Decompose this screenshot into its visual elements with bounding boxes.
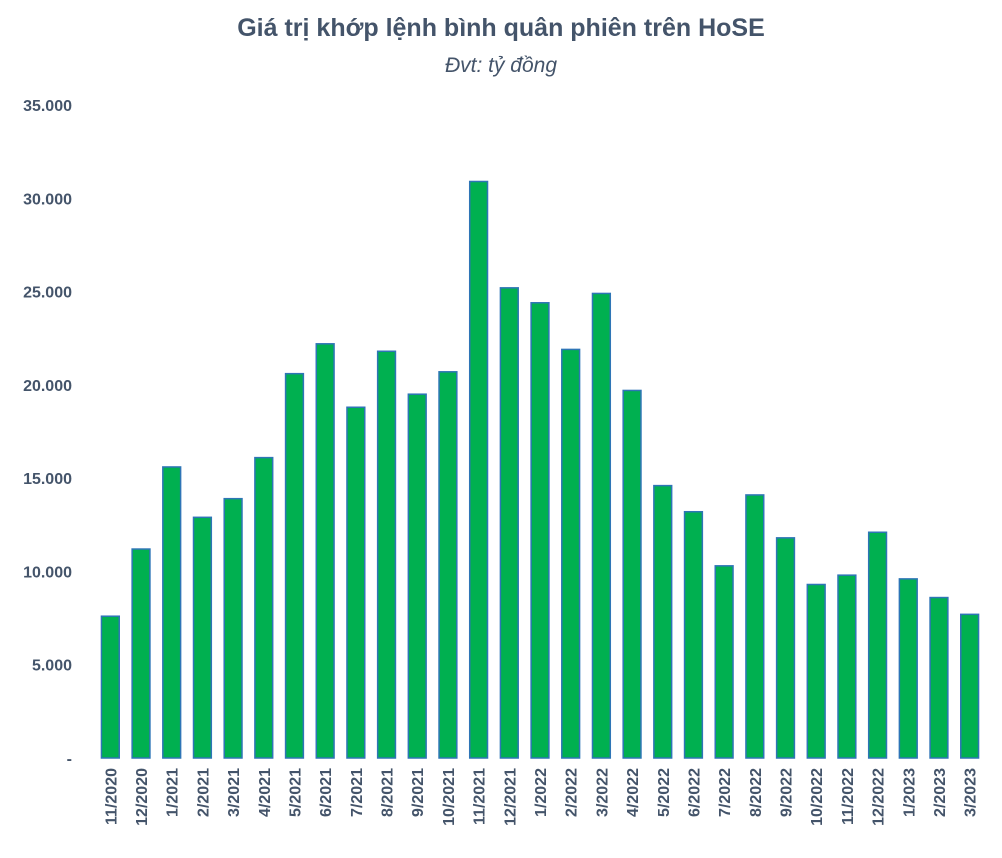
x-tick-label: 7/2022 [717,768,734,817]
x-tick-label: 2/2023 [932,768,949,817]
x-axis: 11/2020 12/2020 1/2021 2/2021 3/2021 4/2021 5/… [103,768,979,826]
y-tick-label: 10.000 [23,564,72,581]
x-tick-label: 1/2021 [165,768,182,817]
y-tick-label: 35.000 [23,98,72,115]
bar-12-2021 [499,287,519,759]
y-tick-label: 30.000 [23,191,72,208]
bar-11-2021 [468,180,489,759]
x-tick-label: 8/2022 [748,768,765,817]
chart-subtitle: Đvt: tỷ đồng [444,54,558,77]
x-tick-label: 2/2022 [564,768,581,817]
chart-title: Giá trị khớp lệnh bình quân phiên trên H… [237,14,765,42]
x-tick-label: 11/2020 [103,768,120,825]
bar-8-2022 [745,494,765,759]
bar-10-2022 [806,583,826,759]
bar-5-2022 [653,484,673,759]
x-tick-label: 10/2022 [809,768,826,826]
bar-9-2022 [775,537,796,759]
x-tick-label: 6/2022 [686,768,703,817]
bar-1-2023 [898,578,918,759]
x-tick-label: 4/2022 [625,768,642,817]
bar-5-2021 [284,372,305,759]
y-tick-label: 15.000 [23,471,72,488]
x-tick-label: 8/2021 [380,768,397,817]
bars [100,180,980,759]
x-tick-label: 10/2021 [441,768,458,826]
y-tick-label: 5.000 [32,658,72,675]
bar-8-2021 [376,350,397,759]
bar-12-2022 [867,531,888,759]
bar-3-2023 [960,613,980,759]
x-tick-label: 12/2022 [871,768,888,826]
x-tick-label: 12/2021 [502,768,519,826]
x-tick-label: 3/2021 [226,768,243,817]
x-tick-label: 12/2020 [134,768,151,826]
bar-2-2023 [929,596,949,759]
y-axis: - 5.000 10.000 15.000 20.000 25.000 30.000 35.0… [23,98,72,768]
bar-12-2020 [131,548,151,759]
bar-2-2021 [192,516,213,759]
bar-9-2021 [407,393,427,759]
bar-4-2021 [254,456,274,759]
bar-3-2022 [591,292,612,759]
bar-1-2021 [162,466,182,759]
x-tick-label: 9/2021 [410,768,427,817]
bar-1-2022 [530,302,550,759]
x-tick-label: 1/2023 [901,768,918,817]
bar-3-2021 [223,497,243,759]
x-tick-label: 9/2022 [779,768,796,817]
bar-6-2021 [315,343,335,759]
x-tick-label: 4/2021 [257,768,274,817]
bar-7-2021 [346,406,366,759]
x-tick-label: 1/2022 [533,768,550,817]
x-tick-label: 11/2021 [472,768,489,825]
x-tick-label: 3/2023 [963,768,980,817]
y-tick-label: 25.000 [23,285,72,302]
bar-4-2022 [622,389,642,759]
x-tick-label: 11/2022 [840,768,857,825]
bar-10-2021 [438,371,458,759]
bar-11-2020 [100,615,120,759]
bar-6-2022 [683,510,704,759]
x-tick-label: 6/2021 [318,768,335,817]
bar-11-2022 [837,574,857,759]
y-tick-label: - [67,751,72,768]
x-tick-label: 2/2021 [195,768,212,817]
x-tick-label: 3/2022 [594,768,611,817]
bar-7-2022 [714,565,734,759]
y-tick-label: 20.000 [23,378,72,395]
x-tick-label: 7/2021 [349,768,366,817]
x-tick-label: 5/2021 [287,768,304,817]
x-tick-label: 5/2022 [656,768,673,817]
bar-2-2022 [561,348,581,759]
